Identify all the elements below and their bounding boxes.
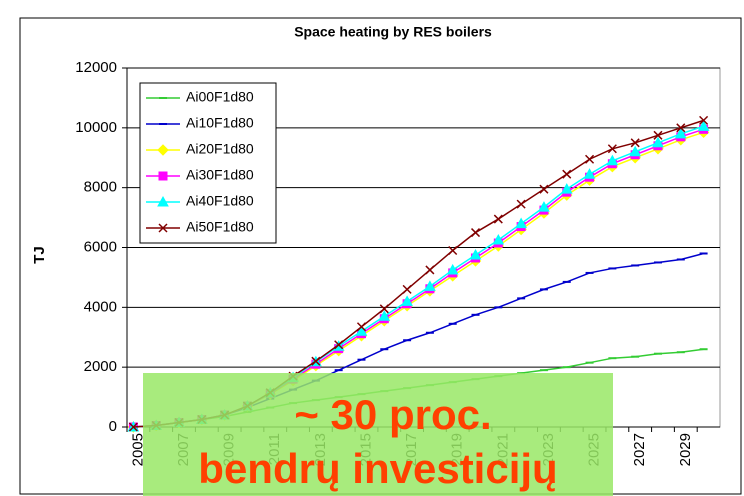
marker xyxy=(469,248,482,260)
marker xyxy=(676,123,686,133)
marker xyxy=(562,169,572,179)
legend-label: Ai20F1d80 xyxy=(186,141,254,157)
marker xyxy=(157,144,169,156)
marker xyxy=(158,223,168,233)
y-tick-label: 4000 xyxy=(84,298,117,315)
marker xyxy=(492,233,505,245)
x-tick-label: 2027 xyxy=(631,433,648,466)
marker xyxy=(425,265,435,275)
marker xyxy=(538,201,550,212)
marker xyxy=(402,284,412,294)
legend-box xyxy=(139,82,277,244)
marker xyxy=(607,144,617,154)
marker xyxy=(470,228,481,238)
marker xyxy=(697,120,710,131)
marker xyxy=(516,199,526,209)
marker xyxy=(585,154,595,164)
marker xyxy=(311,356,321,366)
marker xyxy=(378,310,391,321)
marker xyxy=(652,136,664,148)
marker xyxy=(606,154,619,166)
legend-label: Ai40F1d80 xyxy=(186,193,254,209)
marker xyxy=(515,217,527,229)
y-tick-label: 2000 xyxy=(84,358,117,375)
legend-label: Ai10F1d80 xyxy=(186,115,254,131)
y-axis-label: TJ xyxy=(31,246,48,264)
marker xyxy=(334,340,344,350)
chart-title: Space heating by RES boilers xyxy=(294,24,492,40)
marker xyxy=(158,171,168,181)
marker xyxy=(355,325,368,336)
marker xyxy=(424,280,436,291)
marker xyxy=(699,115,709,125)
annotation-box xyxy=(143,373,613,496)
marker xyxy=(379,304,389,314)
marker xyxy=(448,245,458,256)
annotation: bendrų investicijų xyxy=(198,445,557,492)
marker xyxy=(157,195,169,207)
x-tick-label: 2005 xyxy=(129,433,146,466)
marker xyxy=(356,322,367,332)
marker xyxy=(560,183,573,194)
legend-label: Ai30F1d80 xyxy=(186,167,254,183)
y-tick-label: 8000 xyxy=(84,179,117,196)
marker xyxy=(446,263,459,275)
marker xyxy=(629,145,642,157)
marker xyxy=(401,295,413,306)
marker xyxy=(583,168,596,179)
marker xyxy=(653,130,663,140)
annotation: ~ 30 proc. xyxy=(294,391,491,438)
y-tick-label: 0 xyxy=(109,418,117,435)
marker xyxy=(539,184,549,194)
marker xyxy=(493,214,503,224)
legend-label: Ai50F1d80 xyxy=(186,219,254,235)
x-tick-label: 2029 xyxy=(677,433,694,466)
y-tick-label: 6000 xyxy=(84,238,117,255)
marker xyxy=(674,127,687,139)
y-tick-label: 10000 xyxy=(75,119,117,136)
legend-label: Ai00F1d80 xyxy=(186,89,254,105)
marker xyxy=(128,422,138,432)
y-tick-label: 12000 xyxy=(75,59,117,76)
marker xyxy=(630,138,640,148)
